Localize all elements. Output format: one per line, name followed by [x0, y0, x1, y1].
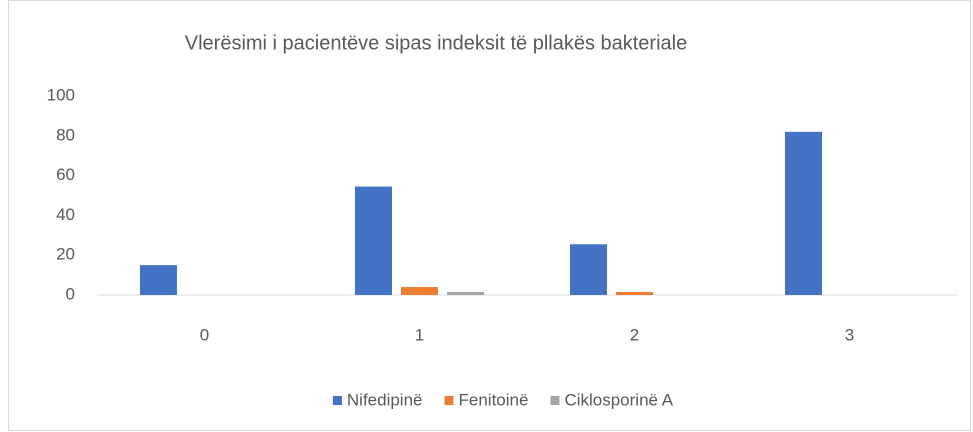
y-tick-label: 0 [66, 284, 75, 303]
y-tick-label: 40 [56, 205, 75, 224]
bar [570, 244, 607, 295]
chart-title: Vlerësimi i pacientëve sipas indeksit të… [185, 32, 687, 54]
legend-swatch [332, 396, 342, 405]
legend-label: Ciklosporinë A [564, 390, 673, 409]
x-tick-label: 3 [845, 325, 854, 344]
y-tick-label: 100 [47, 85, 75, 104]
bar [785, 131, 822, 295]
legend-swatch [444, 396, 454, 405]
chart-border [8, 0, 971, 431]
bar [401, 287, 438, 295]
y-tick-label: 60 [56, 165, 75, 184]
x-tick-label: 2 [630, 325, 639, 344]
y-tick-label: 20 [56, 245, 75, 264]
bar [447, 292, 484, 295]
legend-label: Fenitoinë [459, 390, 529, 409]
bar [616, 292, 653, 295]
legend-label: Nifedipinë [347, 390, 423, 409]
x-tick-label: 1 [415, 325, 424, 344]
legend-swatch [550, 396, 560, 405]
bar [355, 186, 392, 295]
bar [140, 265, 177, 295]
x-tick-label: 0 [200, 325, 209, 344]
y-tick-label: 80 [56, 125, 75, 144]
